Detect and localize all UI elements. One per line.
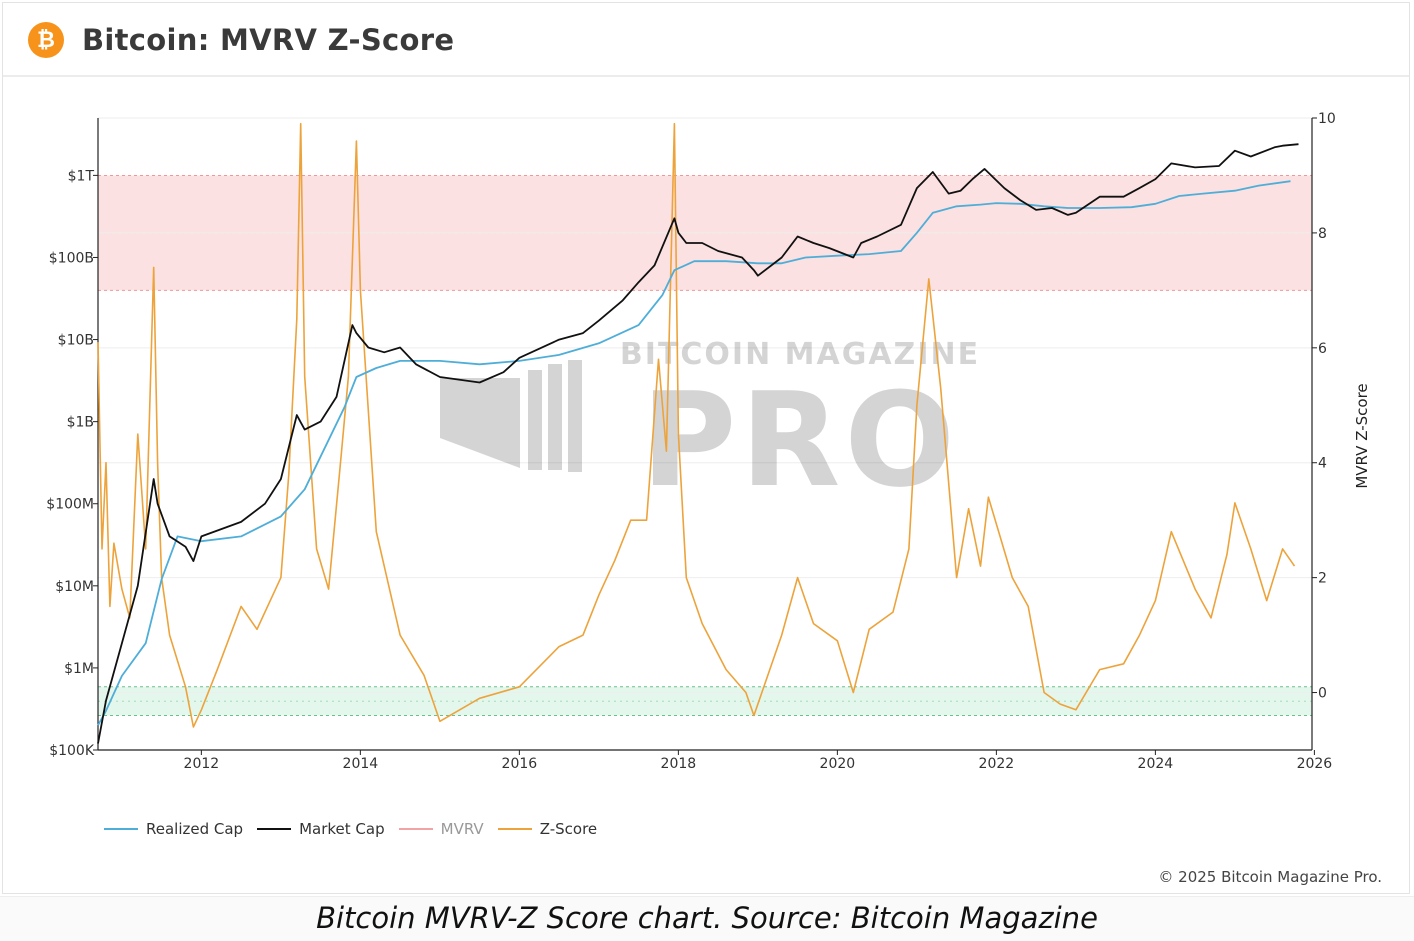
legend-label: Realized Cap [146, 820, 244, 838]
market-cap-line [97, 143, 1299, 744]
legend: Realized Cap Market Cap MVRV Z-Score [104, 820, 597, 838]
legend-swatch [104, 828, 138, 830]
watermark-pro-text: PRO [641, 364, 959, 516]
watermark-top-text: BITCOIN MAGAZINE [620, 337, 980, 372]
mvrv-zscore-chart[interactable]: BITCOIN MAGAZINE PRO $1T $100B $10B $1B $100… [0, 0, 1414, 895]
left-tick-label: $100K [49, 743, 95, 759]
x-tick-label: 2012 [184, 756, 220, 772]
x-tick-label: 2014 [343, 756, 379, 772]
right-axis-ticks: 10 8 6 4 2 0 [1312, 111, 1336, 702]
left-tick-label: $1T [68, 168, 95, 184]
figure-caption: Bitcoin MVRV-Z Score chart. Source: Bitc… [316, 901, 1098, 935]
right-tick-label: 8 [1318, 226, 1327, 242]
gridlines [98, 117, 1312, 694]
chart-title: Bitcoin: MVRV Z-Score [82, 23, 455, 57]
left-tick-label: $10M [55, 579, 94, 595]
series-lines [97, 122, 1299, 744]
watermark: BITCOIN MAGAZINE PRO [440, 337, 980, 516]
axes [97, 118, 1313, 751]
copyright-text: © 2025 Bitcoin Magazine Pro. [1158, 868, 1382, 886]
legend-item-realized-cap[interactable]: Realized Cap [104, 820, 243, 838]
left-tick-label: $1B [67, 415, 94, 431]
left-tick-label: $100M [46, 497, 94, 513]
x-tick-label: 2020 [820, 756, 856, 772]
legend-label: MVRV [440, 820, 484, 838]
right-tick-label: 10 [1318, 111, 1336, 127]
chart-header: ₿ Bitcoin: MVRV Z-Score [3, 3, 1409, 77]
x-tick-label: 2024 [1138, 756, 1174, 772]
left-tick-label: $1M [64, 661, 94, 677]
legend-item-z-score[interactable]: Z-Score [497, 820, 598, 838]
x-tick-label: 2016 [502, 756, 538, 772]
legend-swatch [398, 828, 433, 830]
left-tick-label: $10B [58, 333, 94, 349]
z-score-line [97, 122, 1296, 728]
right-tick-label: 2 [1318, 571, 1327, 587]
x-tick-label: 2022 [979, 756, 1015, 772]
caption-bar: Bitcoin MVRV-Z Score chart. Source: Bitc… [0, 896, 1414, 941]
legend-item-mvrv[interactable]: MVRV [398, 820, 484, 838]
left-axis-ticks: $1T $100B $10B $1B $100M $10M $1M $100K [46, 168, 98, 759]
right-tick-label: 6 [1318, 341, 1327, 357]
right-axis-label: MVRV Z-Score [1353, 383, 1371, 488]
bitcoin-logo-icon: ₿ [28, 22, 64, 58]
legend-label: Market Cap [299, 820, 385, 838]
left-tick-label: $100B [49, 250, 94, 266]
watermark-bars-icon [440, 360, 582, 472]
right-tick-label: 4 [1318, 456, 1327, 472]
x-tick-label: 2026 [1297, 756, 1333, 772]
chart-card: ₿ Bitcoin: MVRV Z-Score [2, 2, 1410, 894]
x-axis-ticks: 2012 2014 2016 2018 2020 2022 2024 2026 [184, 750, 1333, 772]
legend-swatch [497, 828, 532, 830]
legend-label: Z-Score [539, 820, 598, 838]
legend-swatch [257, 828, 292, 830]
x-tick-label: 2018 [661, 756, 697, 772]
right-tick-label: 0 [1318, 686, 1327, 702]
legend-item-market-cap[interactable]: Market Cap [257, 820, 385, 838]
